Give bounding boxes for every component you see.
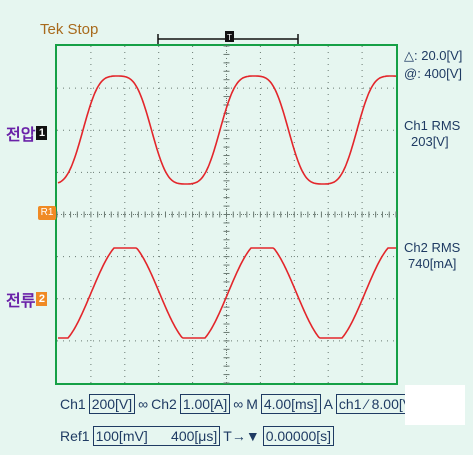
trigger-offset-icon: T→▼	[223, 428, 260, 444]
ch1-label: Ch1	[60, 396, 86, 412]
trigger-position-bracket: T	[157, 31, 299, 44]
blank-area	[405, 385, 465, 425]
ch1-coupling-icon: ∞	[138, 396, 149, 412]
reference-settings-bar: Ref1 100[mV] 400[μs] T→▼ 0.00000[s]	[60, 426, 335, 446]
ref1-marker-icon: R1	[38, 206, 56, 220]
ch1-marker-icon: 1	[36, 126, 48, 140]
voltage-label-text: 전압	[6, 127, 36, 144]
ref1-settings: 100[mV] 400[μs]	[92, 426, 221, 446]
ch1-voltage-trace	[57, 75, 397, 185]
ref1-label: Ref1	[60, 428, 90, 444]
ch2-coupling-icon: ∞	[233, 396, 244, 412]
timebase-scale: 4.00[ms]	[260, 394, 321, 414]
ch2-rms-label: Ch2 RMS	[404, 240, 461, 255]
ch2-label: Ch2	[151, 396, 177, 412]
graticule-border	[55, 44, 398, 385]
current-label-text: 전류	[6, 293, 36, 310]
ch1-rms-value: 203[V]	[411, 134, 449, 149]
ch2-current-trace	[58, 247, 396, 339]
graticule	[56, 45, 397, 384]
ch2-marker-icon: 2	[36, 292, 48, 306]
trigger-label: A	[323, 396, 333, 412]
ch1-scale: 200[V]	[88, 394, 136, 414]
ch2-rms-value: 740[mA]	[408, 256, 457, 271]
cursor-position-readout: @: 400[V]	[404, 66, 463, 81]
voltage-channel-label: 전압 1	[6, 121, 48, 145]
ch1-rms-label: Ch1 RMS	[404, 118, 461, 133]
cursor-delta-readout: △: 20.0[V]	[404, 48, 463, 63]
channel-settings-bar: Ch1 200[V] ∞ Ch2 1.00[A] ∞ M 4.00[ms] A …	[60, 394, 419, 414]
ch2-scale: 1.00[A]	[179, 394, 231, 414]
status-title: Tek Stop	[40, 21, 99, 38]
timebase-label: M	[246, 396, 258, 412]
current-channel-label: 전류 2	[6, 287, 48, 311]
svg-text:T: T	[227, 33, 232, 42]
trigger-offset-value: 0.00000[s]	[262, 426, 335, 446]
